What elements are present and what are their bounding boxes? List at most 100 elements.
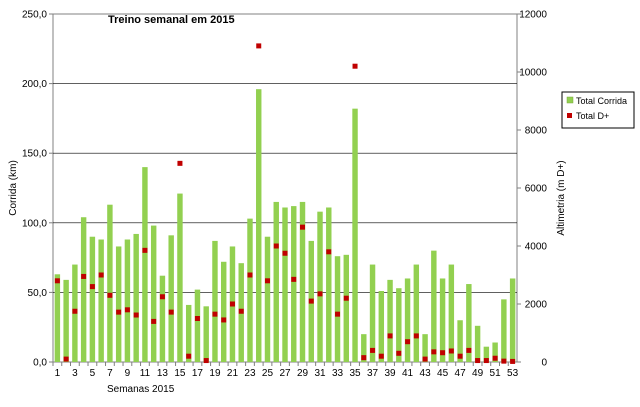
bar-corrida — [431, 250, 437, 362]
marker-altimetria — [335, 311, 341, 317]
marker-altimetria — [396, 350, 402, 356]
marker-altimetria — [168, 309, 174, 315]
bar-corrida — [474, 325, 481, 362]
bar-corrida — [466, 284, 472, 362]
marker-altimetria — [212, 311, 218, 317]
marker-altimetria — [54, 278, 60, 284]
marker-altimetria — [300, 224, 306, 230]
bar-corrida — [352, 108, 358, 362]
y-tick-label: 100,0 — [22, 218, 47, 229]
marker-altimetria — [177, 160, 183, 166]
x-tick-label: 7 — [107, 368, 113, 379]
bar-corrida — [107, 204, 113, 362]
legend: Total Corrida Total D+ — [561, 91, 635, 129]
marker-altimetria — [492, 355, 498, 361]
bar-corrida — [509, 278, 516, 362]
x-axis-label: Semanas 2015 — [107, 384, 175, 395]
marker-altimetria — [466, 347, 472, 353]
bar-corrida — [299, 201, 306, 362]
chart-title: Treino semanal em 2015 — [108, 14, 235, 26]
x-tick-label: 47 — [455, 368, 467, 379]
marker-altimetria — [457, 353, 463, 359]
marker-altimetria — [256, 43, 262, 49]
bar-corrida — [264, 236, 271, 362]
x-tick-label: 3 — [72, 368, 78, 379]
marker-altimetria — [229, 301, 235, 307]
marker-altimetria — [387, 333, 393, 339]
altimetria-markers — [54, 43, 516, 364]
bar-corrida — [133, 233, 139, 362]
y2-tick-label: 6000 — [525, 184, 548, 195]
bar-corrida — [448, 264, 455, 362]
x-tick-label: 1 — [55, 368, 61, 379]
x-tick-label: 45 — [437, 368, 449, 379]
y-tick-label: 250,0 — [22, 10, 47, 21]
bar-corrida — [326, 207, 332, 362]
bar-corrida — [212, 240, 218, 362]
y2-tick-label: 8000 — [525, 126, 548, 137]
bar-corrida — [89, 236, 96, 362]
y2-axis-label: Altimetria (m D+) — [556, 160, 567, 235]
marker-altimetria — [107, 292, 113, 298]
marker-altimetria — [308, 298, 314, 304]
marker-altimetria — [264, 278, 270, 284]
marker-altimetria — [63, 356, 69, 362]
marker-altimetria — [370, 347, 376, 353]
marker-altimetria — [317, 291, 323, 297]
x-tick-label: 43 — [420, 368, 432, 379]
y-tick-label: 50,0 — [28, 288, 48, 299]
y-tick-label: 150,0 — [22, 149, 47, 160]
x-tick-label: 23 — [244, 368, 256, 379]
marker-altimetria — [159, 294, 165, 300]
marker-altimetria — [247, 272, 253, 278]
marker-altimetria — [326, 249, 332, 255]
y2-tick-label: 12000 — [519, 10, 547, 21]
bar-corrida — [396, 288, 402, 362]
bar-corrida — [221, 261, 227, 362]
y2-tick-label: 10000 — [519, 68, 547, 79]
y-tick-label: 0,0 — [33, 358, 47, 369]
marker-altimetria — [501, 358, 507, 364]
marker-altimetria — [116, 309, 122, 315]
legend-swatch-corrida — [566, 96, 574, 104]
y-tick-label: 200,0 — [22, 79, 47, 90]
bar-corrida — [501, 299, 507, 362]
marker-altimetria — [440, 350, 446, 356]
bar-corrida — [168, 235, 174, 362]
x-tick-label: 37 — [367, 368, 379, 379]
x-axis-ticks: 1 3 5 7 9 11 13 15 17 19 21 23 25 27 29 31 33 35 37 39 41 43 4… — [52, 362, 519, 379]
bar-corrida — [483, 346, 490, 362]
bar-corrida — [413, 264, 420, 362]
bar-corrida — [457, 320, 463, 362]
marker-altimetria — [81, 273, 87, 279]
legend-box — [561, 91, 635, 129]
marker-altimetria — [273, 243, 279, 249]
x-tick-label: 11 — [140, 368, 151, 379]
bar-corrida — [404, 278, 411, 362]
bar-corrida — [492, 342, 498, 362]
x-tick-label: 9 — [125, 368, 131, 379]
bar-corrida — [124, 239, 131, 362]
marker-altimetria — [378, 353, 384, 359]
bar-corrida — [115, 246, 122, 362]
bar-corrida — [177, 193, 183, 362]
bar-corrida — [194, 289, 201, 362]
marker-altimetria — [151, 318, 157, 324]
x-tick-label: 15 — [174, 368, 186, 379]
bar-corrida — [343, 254, 349, 362]
left-axis-ticks: 0,0 50,0 100,0 150,0 200,0 250,0 — [22, 10, 53, 369]
bar-corrida — [98, 239, 104, 362]
bar-corrida — [334, 256, 341, 362]
legend-swatch-altimetria — [567, 113, 572, 118]
bar-corrida — [439, 278, 446, 362]
x-tick-label: 29 — [297, 368, 309, 379]
bar-corrida — [422, 334, 428, 362]
marker-altimetria — [510, 358, 516, 364]
x-tick-label: 35 — [349, 368, 361, 379]
marker-altimetria — [194, 316, 200, 321]
marker-altimetria — [343, 295, 349, 301]
marker-altimetria — [203, 358, 209, 364]
x-tick-label: 19 — [209, 368, 221, 379]
bar-corrida — [142, 167, 148, 362]
